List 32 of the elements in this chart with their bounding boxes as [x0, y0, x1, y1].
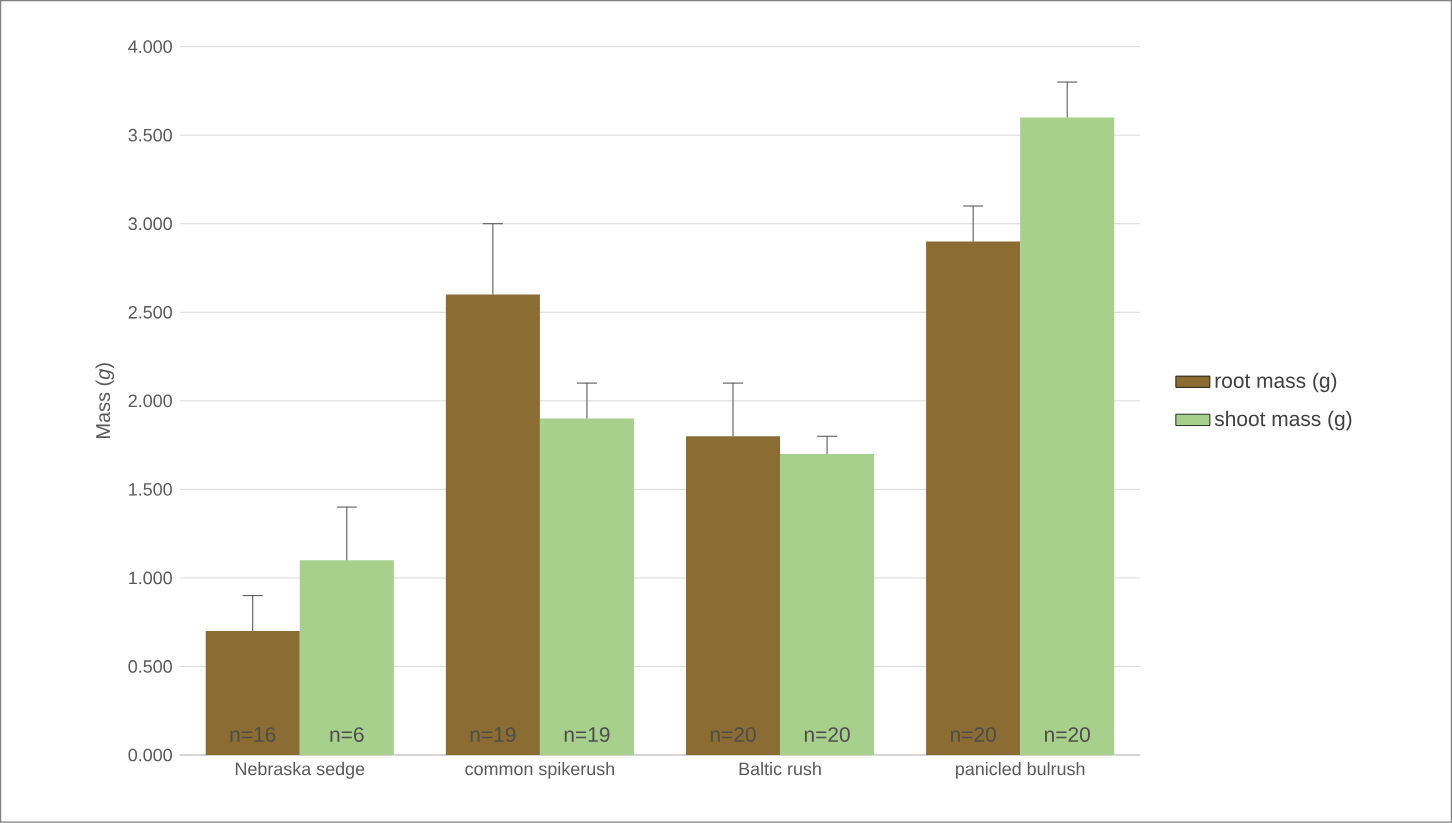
- y-tick-label: 3.000: [128, 217, 172, 231]
- annotation: n=20: [710, 727, 756, 743]
- bar: [780, 454, 875, 756]
- annotation: n=6: [330, 727, 364, 743]
- bar: [685, 436, 781, 756]
- bar: [926, 241, 1021, 756]
- annotation: n=19: [564, 727, 610, 743]
- x-tick-label: Baltic rush: [739, 762, 821, 776]
- bar: [1020, 117, 1115, 756]
- y-tick-label: 2.500: [128, 306, 172, 319]
- y-tick-label: 3.500: [128, 128, 172, 142]
- annotation: n=20: [804, 727, 850, 743]
- x-tick-label: panicled bulrush: [955, 762, 1085, 779]
- y-tick-label: 1.500: [129, 483, 172, 496]
- legend-label: shoot mass (g): [1214, 410, 1352, 431]
- annotation: n=16: [230, 727, 276, 743]
- x-tick-label: Nebraska sedge: [235, 762, 365, 779]
- bar: [539, 418, 634, 756]
- bar: [205, 631, 300, 756]
- annotation: n=20: [1045, 727, 1090, 743]
- bar: [299, 560, 394, 756]
- y-tick-label: 2.000: [128, 394, 172, 408]
- bar: [445, 294, 540, 756]
- x-tick-label: common spikerush: [465, 762, 614, 779]
- y-axis-title: Mass (g): [95, 363, 115, 439]
- annotation: n=19: [470, 727, 516, 743]
- y-tick-label: 0.500: [128, 660, 172, 673]
- legend-label: root mass (g): [1215, 372, 1337, 393]
- y-tick-label: 4.000: [128, 40, 172, 54]
- y-tick-label: 1.000: [129, 571, 172, 585]
- y-tick-label: 0.000: [128, 748, 172, 762]
- annotation: n=20: [950, 727, 996, 743]
